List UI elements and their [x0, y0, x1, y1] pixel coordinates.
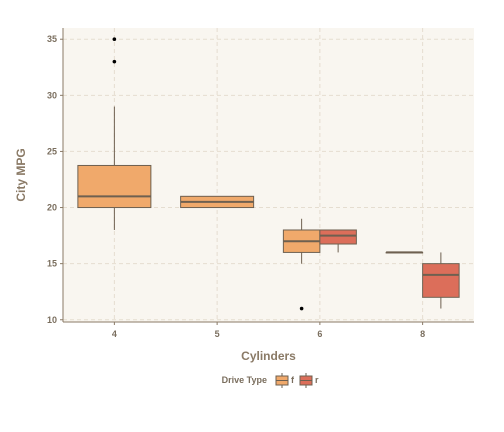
- legend: Drive Type f r: [222, 373, 319, 388]
- box-f-4: [77, 37, 152, 230]
- legend-title: Drive Type: [222, 375, 267, 385]
- outlier-point: [299, 306, 304, 311]
- box-body: [77, 164, 152, 209]
- x-tick-label: 6: [317, 329, 322, 339]
- box-f-8: [385, 251, 424, 254]
- x-tick-label: 5: [215, 329, 220, 339]
- box-plots: [77, 37, 460, 311]
- box-f-5: [180, 195, 255, 209]
- y-tick-label: 35: [47, 34, 57, 44]
- legend-label-f: f: [291, 375, 295, 385]
- y-tick-label: 30: [47, 90, 57, 100]
- legend-key-f: [275, 373, 289, 388]
- axes: 10 15 20 25 30 35 4 5 6 8: [47, 28, 474, 339]
- outlier-point: [112, 59, 117, 64]
- legend-label-r: r: [315, 375, 319, 385]
- x-tick-label: 8: [420, 329, 425, 339]
- y-axis-title: City MPG: [14, 148, 28, 201]
- box-r-8: [422, 252, 460, 309]
- y-tick-label: 20: [47, 203, 57, 213]
- box-r-6: [319, 229, 357, 253]
- x-axis-title: Cylinders: [241, 349, 296, 363]
- outlier-point: [112, 37, 117, 42]
- y-tick-label: 10: [47, 315, 57, 325]
- y-tick-label: 15: [47, 259, 57, 269]
- legend-key-r: [299, 373, 313, 388]
- box-body: [319, 229, 357, 245]
- x-tick-label: 4: [112, 329, 117, 339]
- box-body: [422, 263, 460, 298]
- y-tick-label: 25: [47, 146, 57, 156]
